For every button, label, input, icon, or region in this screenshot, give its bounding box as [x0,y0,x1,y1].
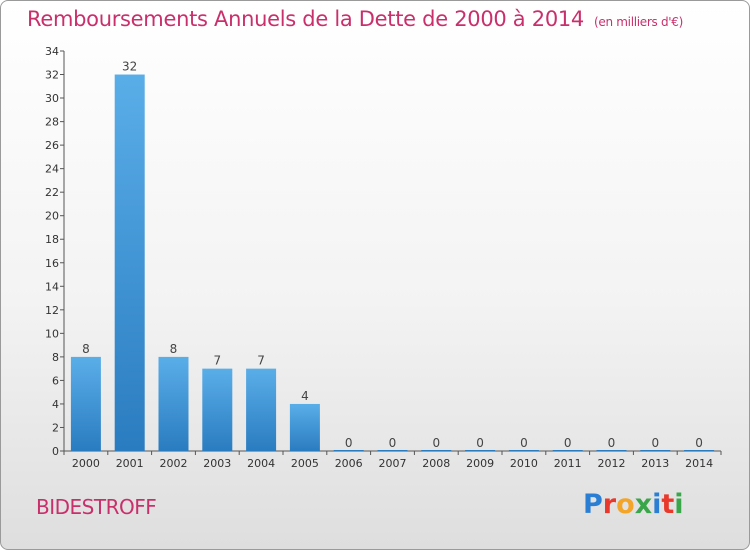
y-tick-label: 24 [45,163,59,176]
y-tick-label: 22 [45,186,59,199]
y-tick-label: 18 [45,233,59,246]
data-label: 8 [82,342,90,356]
x-tick-label: 2001 [116,457,144,470]
logo-letter: o [616,489,635,520]
y-tick-label: 28 [45,116,59,129]
bar [465,450,496,451]
logo-letter: t [661,489,675,520]
x-tick-label: 2013 [641,457,669,470]
x-tick-label: 2007 [379,457,407,470]
bar [246,368,277,451]
y-tick-label: 20 [45,210,59,223]
y-tick-label: 0 [52,445,59,458]
logo-letter: i [652,489,662,520]
y-tick-label: 30 [45,92,59,105]
bar [640,450,671,451]
y-tick-label: 32 [45,69,59,82]
x-tick-label: 2012 [598,457,626,470]
x-tick-label: 2011 [554,457,582,470]
city-name: BIDESTROFF [36,495,157,519]
y-tick-label: 10 [45,327,59,340]
bar [202,368,233,451]
chart-unit: (en milliers d'€) [594,15,684,29]
bar [289,403,320,451]
y-tick-label: 4 [52,398,59,411]
y-tick-label: 14 [45,280,59,293]
data-label: 0 [564,436,572,450]
x-tick-label: 2003 [203,457,231,470]
data-label: 4 [301,389,309,403]
x-tick-label: 2002 [160,457,188,470]
bar [377,450,408,451]
bar [114,74,145,451]
data-label: 0 [520,436,528,450]
logo-letter: P [583,489,603,520]
y-tick-label: 12 [45,304,59,317]
x-tick-label: 2000 [72,457,100,470]
y-tick-label: 6 [52,374,59,387]
logo-letter: r [602,489,617,520]
data-label: 0 [695,436,703,450]
data-label: 0 [476,436,484,450]
bar [508,450,539,451]
x-tick-label: 2006 [335,457,363,470]
y-tick-label: 8 [52,351,59,364]
data-label: 0 [608,436,616,450]
y-tick-label: 34 [45,45,59,58]
x-tick-label: 2004 [247,457,275,470]
x-tick-label: 2005 [291,457,319,470]
logo-letter: x [634,489,653,520]
data-label: 32 [122,60,137,74]
bar [552,450,583,451]
bar [70,356,101,451]
y-tick-label: 16 [45,257,59,270]
y-tick-label: 2 [52,421,59,434]
data-label: 0 [432,436,440,450]
chart-title: Remboursements Annuels de la Dette de 20… [27,7,683,31]
data-label: 0 [389,436,397,450]
x-tick-label: 2008 [422,457,450,470]
x-tick-label: 2014 [685,457,713,470]
x-tick-label: 2010 [510,457,538,470]
bar [421,450,452,451]
bar [684,450,715,451]
chart-title-text: Remboursements Annuels de la Dette de 20… [27,7,584,31]
logo-letter: i [674,489,684,520]
data-label: 0 [345,436,353,450]
x-tick-label: 2009 [466,457,494,470]
data-label: 7 [257,354,265,368]
proxiti-logo[interactable]: Proxiti [583,489,684,520]
data-label: 0 [651,436,659,450]
bar [158,356,189,451]
y-tick-label: 26 [45,139,59,152]
bar [596,450,627,451]
data-label: 7 [213,354,221,368]
data-label: 8 [170,342,178,356]
bar [333,450,364,451]
